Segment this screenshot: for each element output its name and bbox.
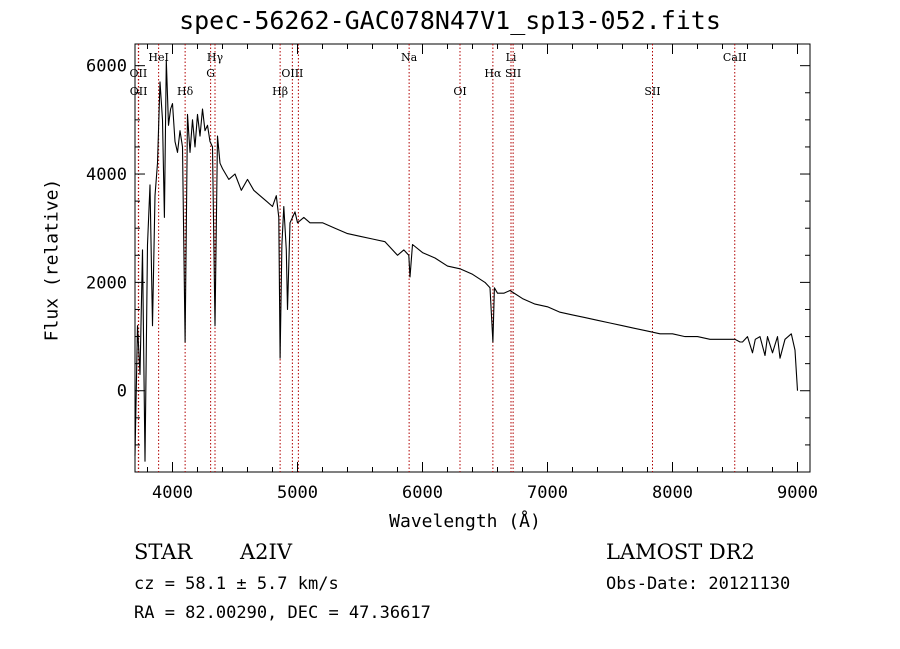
x-tick-label: 5000 — [277, 483, 318, 503]
spectral-line-label: HeI — [148, 51, 168, 64]
spectral-line-label: Hβ — [272, 85, 288, 98]
y-tick-label: 6000 — [86, 57, 127, 77]
x-tick-label: 7000 — [527, 483, 568, 503]
y-tick-label: 2000 — [86, 273, 127, 293]
spectral-line-label: Na — [401, 51, 418, 64]
y-axis-label: Flux (relative) — [41, 178, 63, 342]
spectral-line-label: CaII — [723, 51, 747, 64]
spectral-line-label: SII — [505, 67, 521, 80]
spectral-line-label: SII — [644, 85, 660, 98]
spectral-line-label: Hγ — [207, 51, 224, 64]
plot-frame — [134, 43, 811, 473]
spectral-line-label: OII — [130, 85, 148, 98]
survey-name: LAMOST DR2 — [606, 540, 755, 564]
spectrum-series-line — [134, 59, 799, 462]
spectral-line-label: OIII — [281, 67, 303, 80]
chart-title: spec-56262-GAC078N47V1_sp13-052.fits — [179, 6, 721, 35]
x-axis-label: Wavelength (Å) — [389, 511, 541, 532]
x-tick-label: 4000 — [152, 483, 193, 503]
spectral-line-label: Li — [506, 51, 517, 64]
x-tick-label: 9000 — [777, 483, 818, 503]
spectral-line-label: OI — [453, 85, 466, 98]
x-tick-label: 6000 — [402, 483, 443, 503]
obs-date: Obs-Date: 20121130 — [606, 574, 791, 594]
x-tick-label: 8000 — [652, 483, 693, 503]
redshift-text: cz = 58.1 ± 5.7 km/s — [134, 574, 339, 594]
object-subclass: A2IV — [240, 540, 292, 564]
spectral-line-label: Hδ — [177, 85, 194, 98]
spectral-line-label: G — [206, 67, 215, 80]
spectral-line-label: Hα — [484, 67, 502, 80]
object-class: STAR — [134, 540, 193, 564]
coordinates-text: RA = 82.00290, DEC = 47.36617 — [134, 603, 431, 623]
y-tick-label: 4000 — [86, 165, 127, 185]
y-tick-label: 0 — [117, 382, 127, 402]
